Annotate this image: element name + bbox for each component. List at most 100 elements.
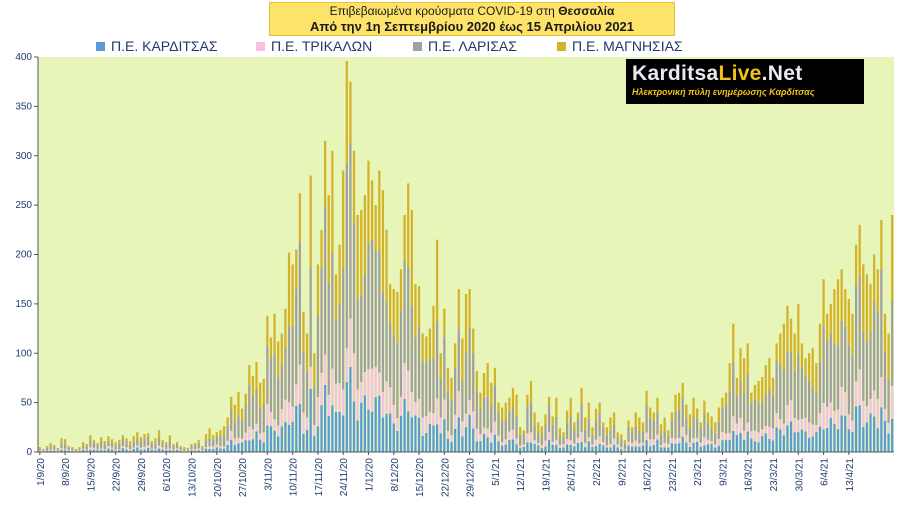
bar-segment [349, 318, 352, 367]
bar-segment [522, 444, 525, 447]
bar-segment [89, 447, 92, 450]
bar-segment [49, 450, 52, 452]
bar-segment [826, 340, 829, 407]
bar-segment [208, 446, 211, 449]
bar-segment [403, 215, 406, 261]
legend-label-magnisia: Π.Ε. ΜΑΓΝΗΣΙΑΣ [572, 38, 683, 54]
bar-segment [822, 429, 825, 452]
bar-segment [338, 411, 341, 452]
bar-segment [370, 411, 374, 452]
bar-segment [446, 391, 450, 432]
bar-segment [107, 440, 110, 447]
bar-segment [53, 445, 56, 447]
bar-segment [529, 380, 533, 402]
bar-segment [222, 434, 226, 447]
x-tick-label: 26/1/21 [567, 458, 578, 492]
y-tick-label: 400 [15, 52, 32, 63]
bar-segment [327, 283, 330, 395]
bar-segment [244, 405, 247, 433]
bar-segment [147, 445, 150, 448]
bar-segment [190, 446, 193, 450]
bar-segment [735, 423, 739, 436]
bar-segment [399, 269, 403, 311]
bar-segment [822, 403, 825, 430]
bar-segment [259, 433, 262, 440]
bar-segment [504, 418, 507, 440]
bar-segment [717, 421, 720, 439]
x-tick-label: 30/3/21 [794, 458, 805, 492]
bar-segment [150, 441, 153, 444]
bar-segment [42, 449, 45, 450]
bar-segment [638, 443, 641, 447]
bar-segment [602, 422, 605, 428]
bar-segment [815, 424, 818, 433]
bar-segment [428, 411, 431, 424]
bar-segment [764, 433, 767, 452]
bar-segment [623, 450, 627, 452]
bar-segment [248, 365, 251, 386]
y-tick-label: 200 [15, 250, 32, 261]
bar-segment [623, 443, 627, 450]
bar-segment [78, 447, 81, 449]
bar-segment [667, 444, 670, 448]
bar-segment [511, 429, 515, 440]
bar-segment [157, 430, 161, 438]
bar-segment [706, 444, 710, 452]
x-tick-label: 1/9/20 [36, 458, 47, 486]
bar-segment [464, 294, 468, 353]
bar-segment [667, 447, 670, 452]
bar-segment [555, 416, 558, 441]
logo-brand-accent: Live [718, 62, 762, 85]
bar-segment [793, 417, 796, 433]
karditsalive-logo: KarditsaLive.Net Ηλεκτρονική πύλη ενημέρ… [626, 59, 864, 104]
bar-segment [482, 373, 486, 398]
bar-segment [497, 402, 500, 413]
bar-segment [847, 345, 850, 415]
legend-item-karditsa: Π.Ε. ΚΑΡΔΙΤΣΑΣ [96, 38, 218, 54]
bar-segment [78, 450, 81, 452]
bar-segment [547, 432, 551, 440]
bar-segment [305, 333, 309, 372]
bar-segment [370, 180, 374, 240]
bar-segment [212, 435, 215, 441]
bar-segment [389, 387, 392, 414]
bar-segment [385, 413, 388, 452]
bar-segment [85, 446, 88, 450]
bar-segment [638, 430, 641, 444]
bar-segment [63, 449, 67, 451]
bar-segment [385, 381, 388, 414]
bar-segment [822, 279, 825, 326]
bar-segment [566, 444, 569, 452]
bar-segment [663, 447, 666, 452]
bar-segment [764, 394, 767, 426]
bar-segment [681, 427, 684, 437]
bar-segment [179, 446, 182, 448]
bar-segment [42, 449, 45, 451]
bar-segment [873, 254, 876, 302]
bar-segment [168, 440, 171, 449]
bar-segment [739, 417, 742, 433]
bar-segment [367, 160, 370, 244]
bar-segment [432, 305, 435, 358]
bar-segment [612, 438, 616, 445]
bar-segment [186, 448, 190, 450]
bar-segment [421, 361, 424, 418]
bar-segment [125, 441, 128, 448]
bar-segment [89, 449, 92, 452]
bar-segment [768, 389, 771, 427]
bar-segment [374, 397, 377, 452]
bar-segment [710, 444, 713, 452]
bar-segment [674, 438, 677, 444]
bar-segment [735, 377, 739, 396]
bar-segment [515, 438, 518, 445]
bar-segment [157, 445, 161, 449]
bar-segment [775, 361, 778, 414]
bar-segment [277, 377, 280, 426]
bar-segment [262, 378, 265, 405]
bar-segment [753, 384, 757, 400]
bar-segment [490, 432, 493, 443]
bar-segment [732, 323, 735, 363]
bar-segment [60, 450, 63, 452]
bar-segment [880, 407, 883, 452]
bar-segment [851, 354, 854, 421]
